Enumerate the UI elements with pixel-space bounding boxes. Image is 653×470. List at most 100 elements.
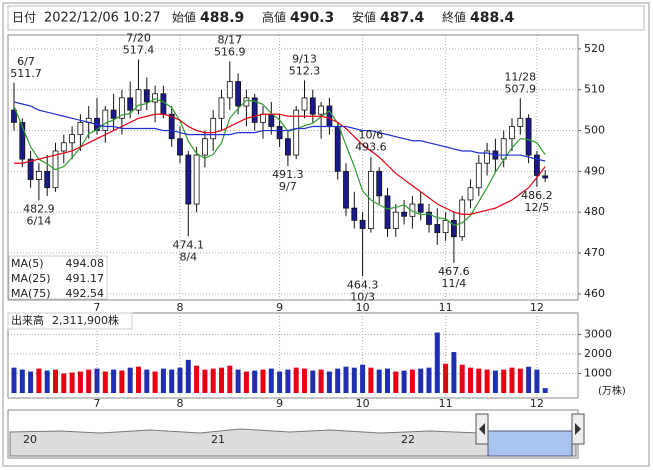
candle-body [135,89,142,111]
volume-bar [86,369,92,393]
candle-body [301,97,308,111]
candle-body [434,224,441,234]
field-label: 始値 [172,10,196,25]
field-label: 安値 [352,10,376,25]
field-value: 490.3 [290,10,334,26]
volume-bar [102,371,108,393]
y-tick-label: 520 [584,42,605,55]
y-axis-unit: (万株) [598,384,626,397]
candle-body [11,109,17,123]
annotation-value: 493.6 [355,141,387,154]
volume-bar [136,366,141,393]
candle-body [27,158,34,180]
volume-bar [194,365,200,393]
volume-bar [385,368,390,393]
x-tick-label: 8 [177,397,184,410]
x-tick-label: 7 [94,301,101,314]
x-tick-label: 7 [94,397,101,410]
volume-bar [310,370,316,393]
volume-bar [534,369,540,393]
annotation-date: 10/3 [350,290,375,303]
annotation-value: 512.3 [289,64,321,77]
candle-body [450,219,457,238]
x-tick-label: 11 [439,397,453,410]
volume-bar [36,368,42,393]
candle-body [152,93,159,103]
y-tick-label: 490 [584,164,605,177]
candle-body [484,150,491,164]
field-label: 終値 [442,10,466,25]
annotation-value: 467.6 [438,265,470,278]
navigator-range[interactable] [487,430,573,457]
x-tick-label: 12 [530,301,544,314]
annotation-date: 9/13 [292,52,317,65]
header-box [7,5,645,31]
legend-value: 491.17 [66,272,105,285]
candle-body [102,109,109,131]
volume-bar [185,359,191,393]
y-tick-label: 2000 [584,347,612,360]
x-tick-label: 9 [276,397,283,410]
volume-bar [202,369,208,393]
volume-bar [227,365,233,393]
volume-bar [127,367,133,393]
candle-body [77,121,84,136]
volume-bar [542,388,548,393]
volume-bar [243,371,249,393]
volume-bar [69,372,75,393]
annotation-date: 12/5 [525,201,550,214]
volume-bar [492,370,498,393]
x-tick-label: 11 [439,301,453,314]
annotation-date: 11/4 [442,277,467,290]
candle-body [293,109,300,156]
candle-body [500,138,507,160]
candle-body [19,121,26,160]
volume-bar [526,366,532,393]
annotation-value: 464.3 [347,278,379,291]
candle-body [442,219,449,234]
candle-body [376,170,383,197]
candle-body [44,170,51,189]
volume-bar [343,366,349,393]
candle-body [343,170,349,209]
volume-bar [235,369,241,393]
volume-bar [119,370,125,393]
candle-body [185,154,192,205]
annotation-value: 517.4 [123,43,155,56]
candle-body [517,117,524,127]
candle-body [351,207,358,221]
volume-bar [53,369,58,393]
volume-bar [360,364,366,393]
annotation-date: 11/28 [504,70,536,83]
candle-body [226,81,233,99]
legend-value: 492.54 [66,287,105,300]
volume-bar [335,368,341,393]
candle-body [392,211,399,229]
candle-body [467,187,474,201]
legend-value: 494.08 [66,257,105,270]
candle-body [60,142,67,152]
candle-body [334,126,341,172]
volume-bar [111,369,117,393]
candle-body [143,89,150,103]
annotation-value: 507.9 [505,82,537,95]
navigator-label: 22 [401,433,415,446]
volume-bar [451,352,457,393]
ma-legend-box [8,255,108,300]
volume-bar [285,369,291,393]
candle-body [235,81,242,107]
annotation-value: 511.7 [10,67,42,80]
annotation-date: 7/20 [126,31,151,44]
volume-bar [268,368,274,393]
annotation-value: 482.9 [23,202,55,215]
volume-bar [509,367,515,393]
candle-body [193,154,200,205]
volume-bar [11,367,17,393]
volume-bar [484,369,490,393]
annotation-date: 8/4 [179,250,197,263]
candle-body [36,170,42,180]
volume-bar [44,370,50,393]
candle-body [251,97,258,123]
navigator-label: 21 [211,433,225,446]
